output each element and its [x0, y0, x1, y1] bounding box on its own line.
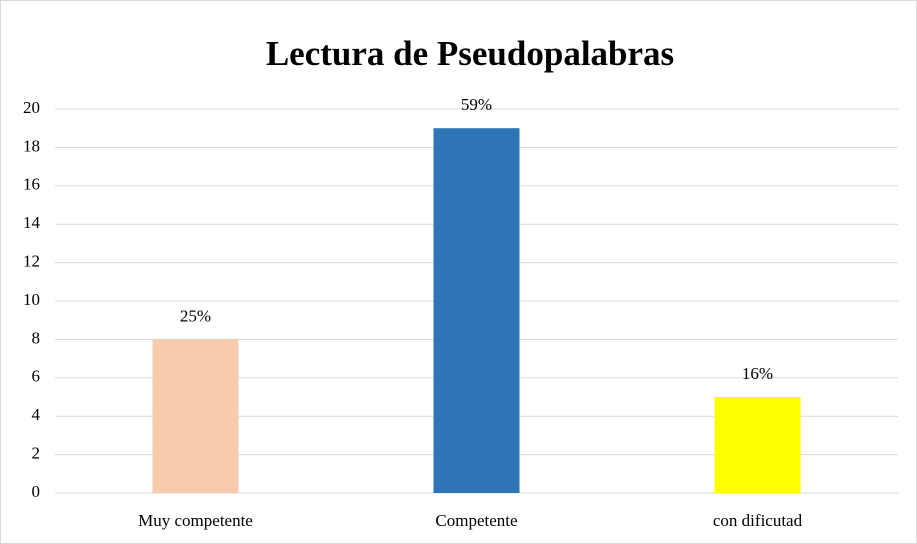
y-tick-label: 4	[32, 405, 41, 424]
bar	[714, 397, 801, 493]
y-tick-label: 0	[32, 482, 41, 501]
x-tick-label: Muy competente	[138, 511, 253, 530]
y-tick-label: 10	[23, 290, 40, 309]
data-label: 16%	[742, 364, 773, 383]
data-label: 25%	[180, 306, 211, 325]
x-tick-label: con dificutad	[713, 511, 803, 530]
y-tick-label: 6	[32, 367, 41, 386]
bar	[433, 128, 520, 493]
data-label: 59%	[461, 95, 492, 114]
chart-title: Lectura de Pseudopalabras	[266, 34, 674, 73]
y-tick-label: 14	[23, 213, 41, 232]
y-tick-label: 20	[23, 98, 40, 117]
bar	[152, 339, 239, 493]
y-tick-label: 8	[32, 328, 41, 347]
x-tick-label: Competente	[435, 511, 517, 530]
y-tick-label: 16	[23, 175, 40, 194]
y-tick-label: 18	[23, 136, 40, 155]
y-tick-label: 12	[23, 252, 40, 271]
y-tick-label: 2	[32, 444, 41, 463]
